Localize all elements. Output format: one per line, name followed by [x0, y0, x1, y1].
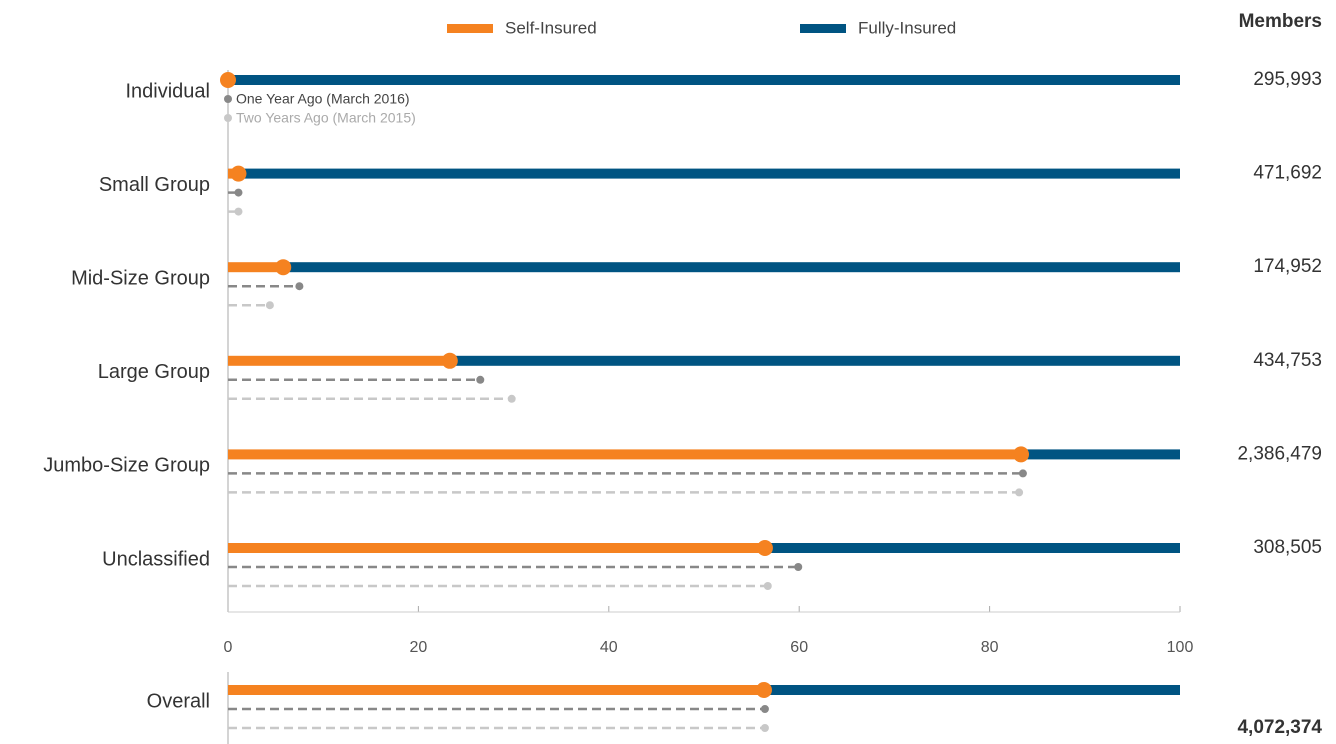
self-insured-bar	[228, 685, 764, 695]
history-dot	[1015, 488, 1024, 497]
history-dot	[234, 188, 243, 197]
x-tick-label: 80	[981, 639, 999, 656]
fully-insured-bar	[449, 355, 1180, 366]
history-dot	[507, 394, 516, 403]
fully-insured-bar	[763, 685, 1180, 695]
fully-insured-bar	[764, 543, 1180, 553]
self-insured-bar	[228, 355, 450, 366]
members-value: 471,692	[1253, 163, 1322, 184]
category-label: Overall	[147, 690, 210, 712]
category-label: Unclassified	[102, 548, 210, 570]
members-value: 434,753	[1253, 350, 1322, 371]
history-dot	[295, 282, 304, 291]
x-tick-label: 100	[1167, 639, 1194, 656]
history-dot	[1018, 469, 1027, 478]
self-insured-dot	[441, 352, 458, 369]
members-value: 4,072,374	[1237, 717, 1322, 738]
x-tick-label: 60	[790, 639, 808, 656]
self-insured-dot	[1013, 446, 1030, 463]
self-insured-bar	[228, 449, 1022, 460]
history-annotation: One Year Ago (March 2016)	[236, 91, 410, 107]
members-value: 308,505	[1253, 537, 1322, 558]
self-insured-dot	[220, 72, 236, 88]
x-tick-label: 40	[600, 639, 618, 656]
history-dot	[794, 563, 803, 571]
history-dot	[265, 301, 274, 310]
fully-insured-bar	[238, 168, 1181, 179]
history-dot	[763, 582, 772, 590]
fully-insured-bar	[1021, 449, 1180, 460]
self-insured-dot	[755, 682, 772, 698]
self-insured-dot	[275, 259, 292, 276]
fully-insured-bar	[228, 75, 1180, 85]
x-tick-label: 20	[410, 639, 428, 656]
legend-label: Self-Insured	[505, 18, 597, 37]
self-insured-dot	[756, 540, 773, 556]
self-insured-dot	[230, 165, 247, 182]
history-dot	[224, 95, 232, 103]
category-label: Jumbo-Size Group	[43, 455, 210, 477]
category-label: Mid-Size Group	[71, 267, 210, 289]
self-insured-bar	[228, 543, 765, 553]
category-label: Large Group	[98, 361, 210, 383]
legend-swatch	[800, 24, 846, 33]
category-label: Individual	[125, 80, 210, 102]
history-annotation: Two Years Ago (March 2015)	[236, 110, 416, 126]
legend-swatch	[447, 24, 493, 33]
history-dot	[760, 724, 769, 732]
members-title: Members	[1239, 11, 1322, 32]
x-tick-label: 0	[224, 639, 233, 656]
legend-label: Fully-Insured	[858, 18, 956, 37]
self-insured-bar	[228, 262, 284, 273]
fully-insured-bar	[283, 262, 1180, 273]
members-value: 174,952	[1253, 256, 1322, 277]
members-value: 2,386,479	[1237, 443, 1322, 464]
history-dot	[476, 375, 485, 384]
category-label: Small Group	[99, 174, 210, 196]
history-dot	[234, 207, 243, 216]
members-value: 295,993	[1253, 69, 1322, 90]
history-dot	[760, 705, 769, 713]
history-dot	[224, 114, 232, 122]
